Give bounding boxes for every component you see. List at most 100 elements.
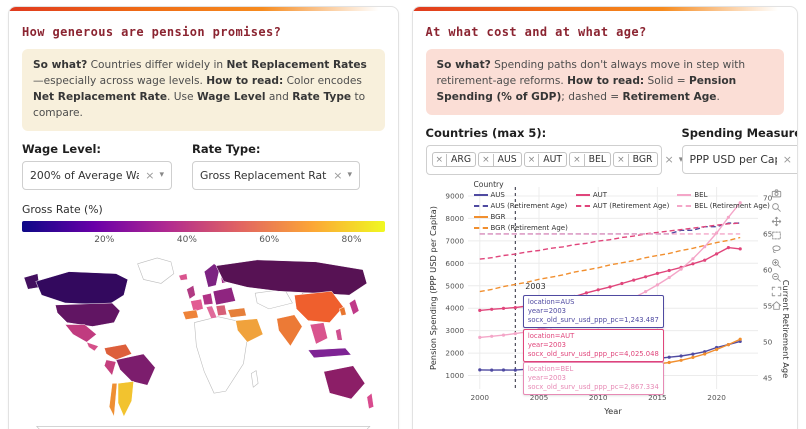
remove-icon[interactable]: × <box>614 153 629 166</box>
vline-annotation: 2003 <box>525 282 545 291</box>
camera-icon[interactable] <box>768 187 784 201</box>
country-tag[interactable]: × BEL <box>569 152 612 168</box>
svg-text:2010: 2010 <box>588 393 607 402</box>
region-iberia[interactable] <box>182 309 199 320</box>
region-africa[interactable] <box>194 315 248 394</box>
pan-icon[interactable] <box>768 215 784 229</box>
region-germany[interactable] <box>201 292 214 305</box>
region-antarctica[interactable] <box>35 425 371 429</box>
y2-axis-ticks: 45 50 55 60 65 70 <box>763 193 773 382</box>
region-canada[interactable] <box>35 270 129 305</box>
region-chile[interactable] <box>108 382 118 418</box>
region-japan[interactable] <box>348 298 360 315</box>
legend-swatch <box>677 194 692 197</box>
svg-text:2015: 2015 <box>648 393 667 402</box>
clear-icon[interactable]: × <box>145 168 155 182</box>
region-mexico[interactable] <box>64 323 97 343</box>
legend-swatch <box>473 227 488 230</box>
country-tag[interactable]: × AUS <box>478 152 522 168</box>
spending-measure-dropdown[interactable]: PPP USD per Capita × ▾ <box>681 144 798 174</box>
clear-icon[interactable]: × <box>664 153 674 167</box>
region-usa[interactable] <box>54 302 121 327</box>
region-iceland[interactable] <box>178 272 188 281</box>
region-central-america[interactable] <box>86 341 99 351</box>
countries-label: Countries (max 5): <box>425 125 547 140</box>
region-philippines[interactable] <box>335 327 343 341</box>
autoscale-icon[interactable] <box>768 285 784 299</box>
chevron-down-icon[interactable]: ▾ <box>797 154 798 164</box>
region-colombia-venezuela[interactable] <box>103 343 133 360</box>
choropleth-map[interactable] <box>22 254 385 429</box>
country-tag[interactable]: × BGR <box>613 152 658 168</box>
wage-level-dropdown[interactable]: 200% of Average Wage × ▾ <box>22 160 172 190</box>
region-saudi-arabia[interactable] <box>235 317 264 343</box>
region-balkans[interactable] <box>215 304 228 316</box>
remove-icon[interactable]: × <box>570 153 585 166</box>
region-greenland[interactable] <box>137 257 175 284</box>
region-india[interactable] <box>276 314 303 347</box>
region-france[interactable] <box>190 298 204 312</box>
region-scandinavia[interactable] <box>203 263 221 288</box>
svg-text:1000: 1000 <box>445 371 464 380</box>
region-central-asia[interactable] <box>254 288 293 309</box>
svg-text:55: 55 <box>763 301 772 310</box>
remove-icon[interactable]: × <box>525 153 540 166</box>
zoom-icon[interactable] <box>768 201 784 215</box>
region-peru[interactable] <box>104 359 117 376</box>
world-map[interactable] <box>22 254 385 429</box>
legend-item[interactable]: AUT <box>575 190 670 201</box>
clear-icon[interactable]: × <box>333 168 343 182</box>
chevron-down-icon[interactable]: ▾ <box>679 155 684 165</box>
svg-text:9000: 9000 <box>445 191 464 200</box>
spending-measure-value: PPP USD per Capita <box>689 152 777 166</box>
region-new-zealand[interactable] <box>366 392 374 409</box>
region-argentina[interactable] <box>117 380 134 417</box>
reset-axes-icon[interactable] <box>768 299 784 313</box>
region-russia[interactable] <box>215 259 368 295</box>
legend-item[interactable]: AUS (Retirement Age) <box>473 201 568 212</box>
region-indonesia[interactable] <box>307 347 352 358</box>
region-uk[interactable] <box>186 284 196 300</box>
rate-type-dropdown[interactable]: Gross Replacement Rate × ▾ <box>192 160 360 190</box>
country-tag[interactable]: × AUT <box>523 152 568 168</box>
region-brazil[interactable] <box>115 353 156 386</box>
region-se-asia[interactable] <box>309 321 328 345</box>
region-madagascar[interactable] <box>250 369 259 388</box>
how-to-read-label: How to read: <box>567 74 645 87</box>
svg-text:3000: 3000 <box>445 326 464 335</box>
legend-item[interactable]: BEL <box>677 190 769 201</box>
region-south-korea[interactable] <box>339 306 347 316</box>
remove-icon[interactable]: × <box>433 153 448 166</box>
svg-text:6000: 6000 <box>445 258 464 267</box>
region-china[interactable] <box>294 290 344 323</box>
spending-panel: At what cost and at what age? So what? S… <box>411 6 798 429</box>
replacement-rates-panel: How generous are pension promises? So wh… <box>8 6 399 429</box>
chevron-down-icon[interactable]: ▾ <box>159 170 164 181</box>
legend-swatch <box>473 194 488 197</box>
remove-icon[interactable]: × <box>479 153 494 166</box>
legend-item[interactable]: BGR (Retirement Age) <box>473 223 568 234</box>
box-select-icon[interactable] <box>768 229 784 243</box>
chevron-down-icon[interactable]: ▾ <box>347 170 352 181</box>
zoom-out-icon[interactable] <box>768 271 784 285</box>
region-turkey[interactable] <box>227 307 247 318</box>
zoom-in-icon[interactable] <box>768 257 784 271</box>
country-tag[interactable]: × ARG <box>431 152 477 168</box>
legend-item[interactable]: BGR <box>473 212 568 223</box>
countries-multiselect[interactable]: ×ARG×AUS×AUT×BEL×BGR × ▾ <box>425 144 683 175</box>
region-italy[interactable] <box>205 305 218 319</box>
colorbar-tick: 40% <box>176 234 197 245</box>
svg-text:50: 50 <box>763 337 773 346</box>
spending-chart[interactable]: 1000 2000 3000 4000 5000 6000 7000 8000 9000 2000… <box>426 179 789 423</box>
legend-item[interactable]: BEL (Retirement Age) <box>677 201 770 212</box>
region-eastern-europe[interactable] <box>212 286 236 305</box>
svg-text:2020: 2020 <box>707 393 726 402</box>
panel-title-right: At what cost and at what age? <box>425 25 647 39</box>
legend-swatch <box>473 205 488 208</box>
countries-control: Countries (max 5): × ARG × AUS × AUT × BEL × BGR … <box>425 125 683 175</box>
lasso-icon[interactable] <box>768 243 784 257</box>
legend-item[interactable]: AUS <box>473 190 568 201</box>
clear-icon[interactable]: × <box>782 152 792 166</box>
region-australia[interactable] <box>323 364 366 399</box>
legend-item[interactable]: AUT (Retirement Age) <box>575 201 669 212</box>
